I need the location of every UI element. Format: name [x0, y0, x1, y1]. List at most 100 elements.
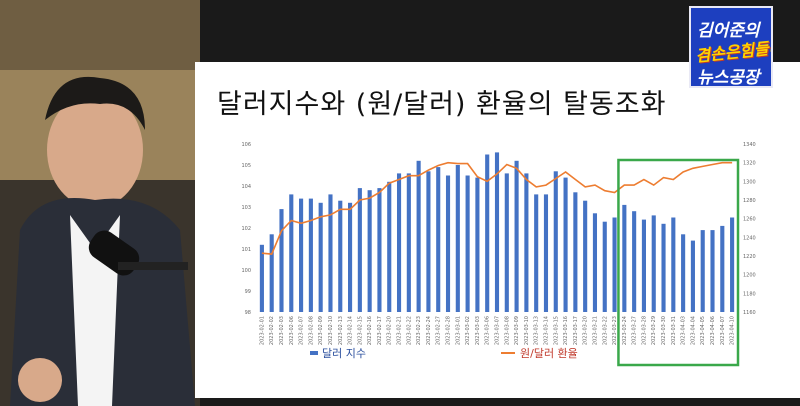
y-right-tick: 1180: [743, 291, 756, 297]
x-tick-label: 2023-03-01: [455, 316, 461, 345]
bar-2023-03-30: [661, 223, 666, 312]
y-right-tick: 1220: [743, 254, 756, 260]
y-right-tick: 1200: [743, 273, 756, 279]
x-tick-label: 2023-03-23: [612, 316, 618, 345]
x-tick-label: 2023-03-13: [534, 316, 540, 345]
chart-canvas: 98 99 100 101 102 103 104 105 106 1160 1180 1200 12…: [241, 142, 756, 367]
x-tick-label: 2023-02-16: [367, 316, 373, 345]
bar-2023-03-08: [504, 173, 509, 312]
legend-label-dollar-index: 달러 지수: [322, 347, 366, 360]
y-left-tick: 102: [241, 226, 251, 232]
bar-2023-02-22: [406, 173, 411, 312]
bar-2023-04-06: [710, 230, 715, 312]
bar-2023-02-01: [259, 244, 264, 312]
x-tick-label: 2023-03-15: [553, 316, 559, 345]
bar-2023-03-10: [524, 173, 529, 312]
y-left-tick: 100: [241, 268, 251, 274]
bar-2023-02-20: [387, 181, 392, 312]
line-krw-usd: [261, 161, 733, 255]
x-tick-label: 2023-02-06: [289, 316, 295, 345]
y-right-tick: 1280: [743, 198, 756, 204]
show-logo: 김어준의 겸손은힘들다 뉴스공장: [689, 6, 773, 88]
bar-2023-04-05: [700, 230, 705, 312]
y-left-tick: 106: [241, 142, 251, 148]
bar-2023-03-24: [622, 204, 627, 312]
x-axis-date-labels: 2023-02-01 2023-02-02 2023-02-03 2023-02-06…: [259, 316, 735, 345]
bar-2023-02-21: [396, 173, 402, 312]
bar-2023-04-03: [681, 234, 686, 312]
x-tick-label: 2023-03-24: [622, 316, 628, 345]
bar-2023-03-27: [632, 211, 637, 312]
x-tick-label: 2023-03-07: [495, 316, 501, 345]
x-tick-label: 2023-02-27: [436, 316, 442, 345]
bar-2023-02-15: [357, 188, 362, 312]
x-tick-label: 2023-02-23: [416, 316, 422, 345]
logo-line-1: 김어준의: [697, 21, 760, 41]
left-axis-ticks: 98 99 100 101 102 103 104 105 106: [241, 142, 251, 316]
y-right-tick: 1300: [743, 179, 756, 185]
x-tick-label: 2023-02-22: [406, 316, 412, 345]
x-tick-label: 2023-03-21: [592, 316, 598, 345]
bar-2023-02-14: [348, 202, 353, 312]
x-tick-label: 2023-04-05: [700, 316, 706, 345]
bar-2023-02-03: [279, 209, 284, 312]
x-tick-label: 2023-02-01: [259, 316, 265, 345]
bar-2023-03-01: [455, 165, 460, 312]
x-tick-label: 2023-02-02: [269, 316, 275, 345]
bar-2023-02-27: [436, 167, 441, 312]
bar-2023-03-15: [553, 171, 558, 312]
x-tick-label: 2023-02-21: [397, 316, 403, 345]
bar-2023-02-08: [308, 198, 313, 312]
x-tick-label: 2023-02-17: [377, 316, 383, 345]
x-tick-label: 2023-03-20: [583, 316, 589, 345]
x-tick-label: 2023-02-14: [348, 316, 354, 345]
bar-2023-02-17: [377, 188, 382, 312]
bars-dollar-index: [259, 152, 735, 312]
y-right-tick: 1260: [743, 217, 756, 223]
bar-2023-03-22: [602, 221, 607, 312]
x-tick-label: 2023-03-09: [514, 316, 520, 345]
x-tick-label: 2023-02-07: [299, 316, 305, 345]
y-left-tick: 98: [245, 310, 251, 316]
bar-2023-04-07: [720, 225, 725, 312]
bar-2023-02-13: [338, 200, 343, 312]
bar-2023-03-21: [592, 213, 598, 312]
x-tick-label: 2023-03-28: [641, 316, 647, 345]
x-tick-label: 2023-03-17: [573, 316, 579, 345]
y-right-tick: 1240: [743, 235, 756, 241]
bar-2023-03-23: [612, 217, 617, 312]
bar-2023-02-06: [289, 194, 294, 312]
x-tick-label: 2023-03-16: [563, 316, 569, 345]
x-tick-label: 2023-03-02: [465, 316, 471, 345]
x-tick-label: 2023-02-03: [279, 316, 285, 345]
bar-2023-03-09: [514, 160, 519, 312]
x-tick-label: 2023-03-31: [671, 316, 677, 345]
x-tick-label: 2023-03-03: [475, 316, 481, 345]
bar-2023-02-09: [318, 202, 323, 312]
bar-2023-04-04: [690, 240, 695, 312]
bar-2023-03-20: [583, 200, 588, 312]
x-tick-label: 2023-03-30: [661, 316, 667, 345]
y-left-tick: 101: [241, 247, 251, 253]
x-tick-label: 2023-03-27: [632, 316, 638, 345]
bar-2023-02-28: [445, 175, 451, 312]
y-right-tick: 1320: [743, 161, 756, 167]
bar-2023-03-06: [485, 154, 490, 312]
bar-2023-03-03: [475, 177, 480, 312]
x-tick-label: 2023-03-14: [543, 316, 549, 345]
y-left-tick: 103: [241, 205, 251, 211]
legend: 달러 지수 원/달러 환율: [310, 347, 578, 360]
studio-scene: [0, 0, 200, 406]
x-tick-label: 2023-03-10: [524, 316, 530, 345]
x-tick-label: 2023-03-29: [651, 316, 657, 345]
legend-label-krw-usd: 원/달러 환율: [520, 347, 578, 360]
x-tick-label: 2023-02-10: [328, 316, 334, 345]
bar-2023-02-10: [328, 194, 333, 312]
x-tick-label: 2023-02-09: [318, 316, 324, 345]
y-left-tick: 99: [245, 289, 251, 295]
bar-2023-03-14: [543, 194, 549, 312]
x-tick-label: 2023-04-10: [730, 316, 736, 345]
right-axis-ticks: 1160 1180 1200 1220 1240 1260 1280 1300 1320 1340: [743, 142, 756, 316]
x-tick-label: 2023-02-15: [357, 316, 363, 345]
x-tick-label: 2023-02-20: [387, 316, 393, 345]
